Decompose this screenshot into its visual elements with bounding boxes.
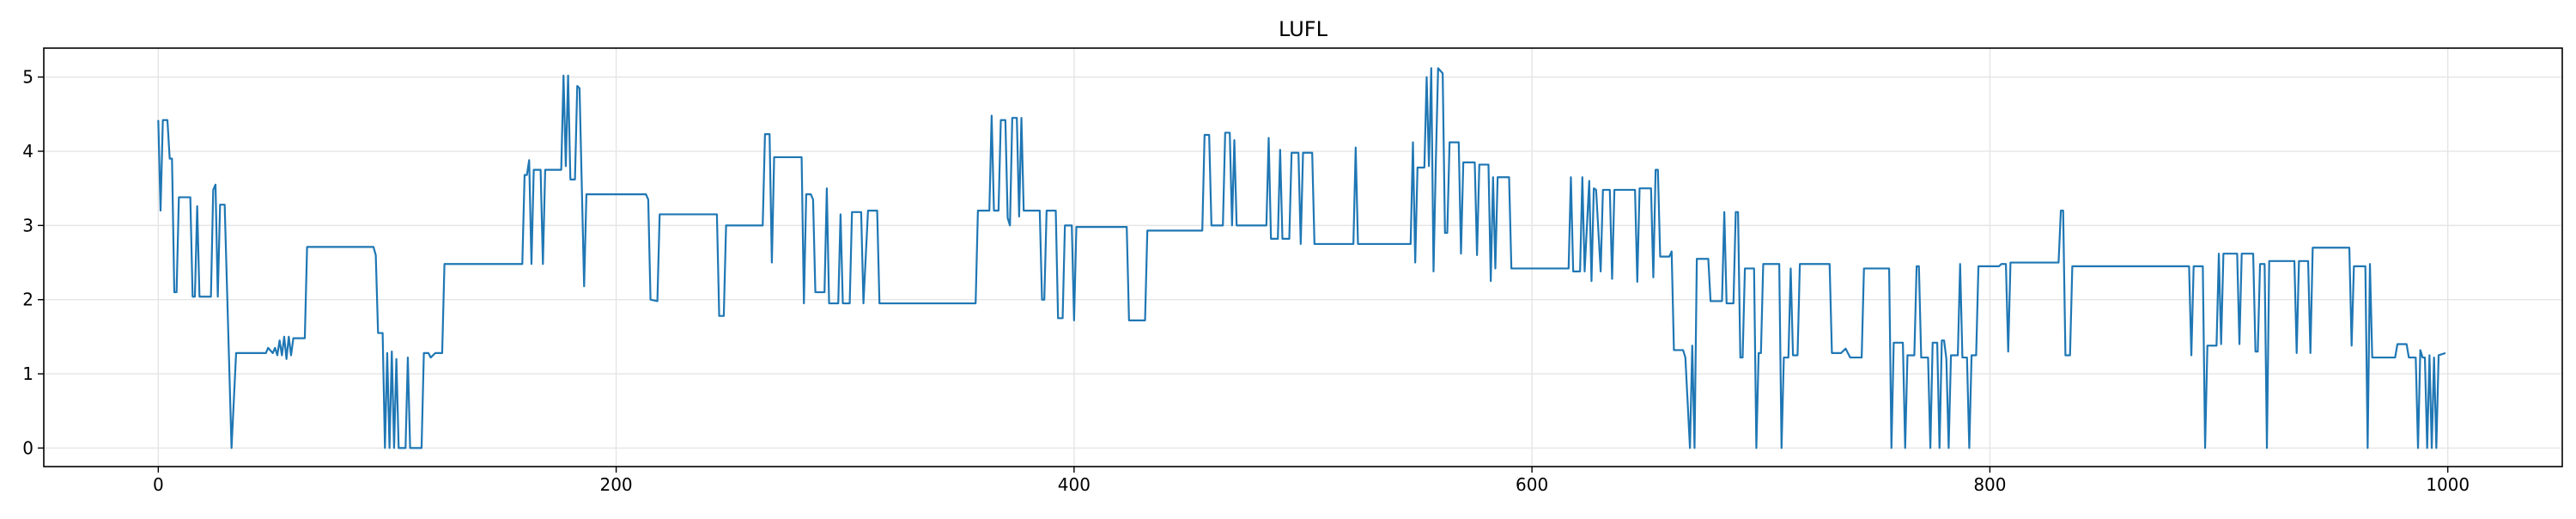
y-tick-label: 2 (22, 290, 33, 310)
x-tick-label: 0 (153, 474, 164, 495)
series-layer (157, 67, 2446, 449)
axes-frame (43, 47, 2563, 467)
grid-layer (44, 48, 2562, 467)
y-tick-label: 0 (22, 437, 33, 458)
y-tick-label: 4 (22, 141, 33, 162)
y-tick-label: 1 (22, 363, 33, 384)
x-tick-label: 200 (599, 474, 632, 495)
x-tick-label: 800 (1973, 474, 2006, 495)
y-tick-label: 5 (22, 67, 33, 88)
x-tick-label: 1000 (2426, 474, 2470, 495)
chart-title: LUFL (1279, 17, 1328, 41)
x-tick-label: 600 (1516, 474, 1548, 495)
tick-layer: 0 200 400 600 800 1000 0 1 2 3 4 5 (22, 67, 2470, 495)
x-tick-label: 400 (1058, 474, 1091, 495)
y-tick-label: 3 (22, 215, 33, 235)
series-line (157, 67, 2446, 449)
